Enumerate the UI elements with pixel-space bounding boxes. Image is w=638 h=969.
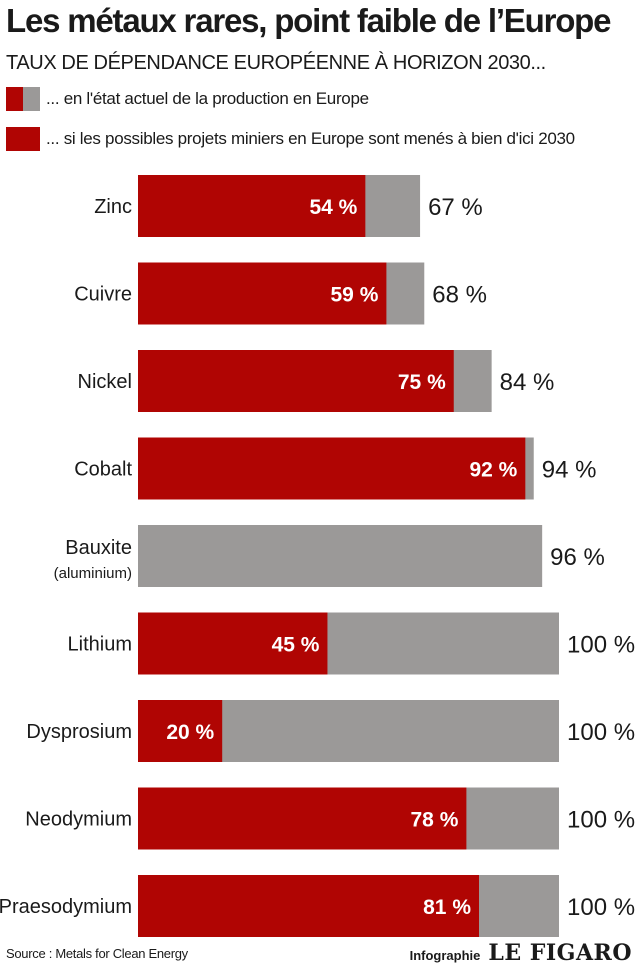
value-label-projects-nickel: 75 %: [398, 371, 446, 394]
legend-swatch-projects: [6, 127, 40, 151]
value-label-current-cobalt: 94 %: [542, 457, 597, 484]
category-sublabel-bauxite: (aluminium): [54, 565, 132, 582]
legend-item-projects: ... si les possibles projets miniers en …: [6, 126, 575, 152]
credit: Infographie LE FIGARO: [410, 940, 632, 966]
legend-swatch-current: [6, 87, 40, 111]
bar-projects-praesodymium: [138, 875, 480, 937]
value-label-current-bauxite: 96 %: [550, 544, 605, 571]
bar-projects-cuivre: [138, 262, 387, 325]
value-label-current-cuivre: 68 %: [432, 282, 487, 309]
legend-label-current: ... en l'état actuel de la production en…: [46, 89, 369, 108]
chart-subtitle: TAUX DE DÉPENDANCE EUROPÉENNE À HORIZON …: [6, 52, 546, 74]
credit-label: Infographie: [409, 948, 481, 963]
source-note: Source : Metals for Clean Energy: [6, 946, 188, 961]
category-label-praesodymium: Praesodymium: [0, 896, 132, 918]
chart-title: Les métaux rares, point faible de l’Euro…: [6, 2, 611, 39]
bar-projects-nickel: [138, 350, 454, 412]
bar-projects-cobalt: [138, 437, 526, 500]
value-label-current-zinc: 67 %: [428, 194, 483, 221]
legend-item-current: ... en l'état actuel de la production en…: [6, 86, 369, 112]
category-label-lithium: Lithium: [68, 634, 132, 656]
bar-projects-lithium: [138, 612, 328, 675]
value-label-projects-neodymium: 78 %: [411, 809, 459, 832]
value-label-current-nickel: 84 %: [500, 369, 555, 396]
legend-label-projects: ... si les possibles projets miniers en …: [46, 129, 575, 148]
value-label-projects-cobalt: 92 %: [469, 459, 517, 482]
category-label-dysprosium: Dysprosium: [26, 721, 132, 743]
value-label-projects-praesodymium: 81 %: [423, 896, 471, 919]
value-label-projects-dysprosium: 20 %: [166, 721, 214, 744]
category-label-cobalt: Cobalt: [74, 459, 132, 481]
value-label-current-lithium: 100 %: [567, 632, 635, 659]
bar-projects-dysprosium: [138, 700, 223, 762]
value-label-projects-lithium: 45 %: [272, 634, 320, 657]
brand-logo: LE FIGARO: [488, 940, 632, 966]
category-label-cuivre: Cuivre: [74, 284, 132, 306]
value-label-current-dysprosium: 100 %: [567, 719, 635, 746]
value-label-current-neodymium: 100 %: [567, 807, 635, 834]
category-label-bauxite: Bauxite: [65, 537, 132, 559]
bar-projects-zinc: [138, 175, 366, 237]
value-label-projects-cuivre: 59 %: [331, 284, 379, 307]
category-label-nickel: Nickel: [78, 371, 132, 393]
value-label-projects-zinc: 54 %: [309, 196, 357, 219]
bar-projects-neodymium: [138, 787, 467, 850]
value-label-current-praesodymium: 100 %: [567, 894, 635, 921]
category-label-neodymium: Neodymium: [25, 809, 132, 831]
bar-current-bauxite: [138, 525, 543, 587]
category-label-zinc: Zinc: [94, 196, 132, 218]
